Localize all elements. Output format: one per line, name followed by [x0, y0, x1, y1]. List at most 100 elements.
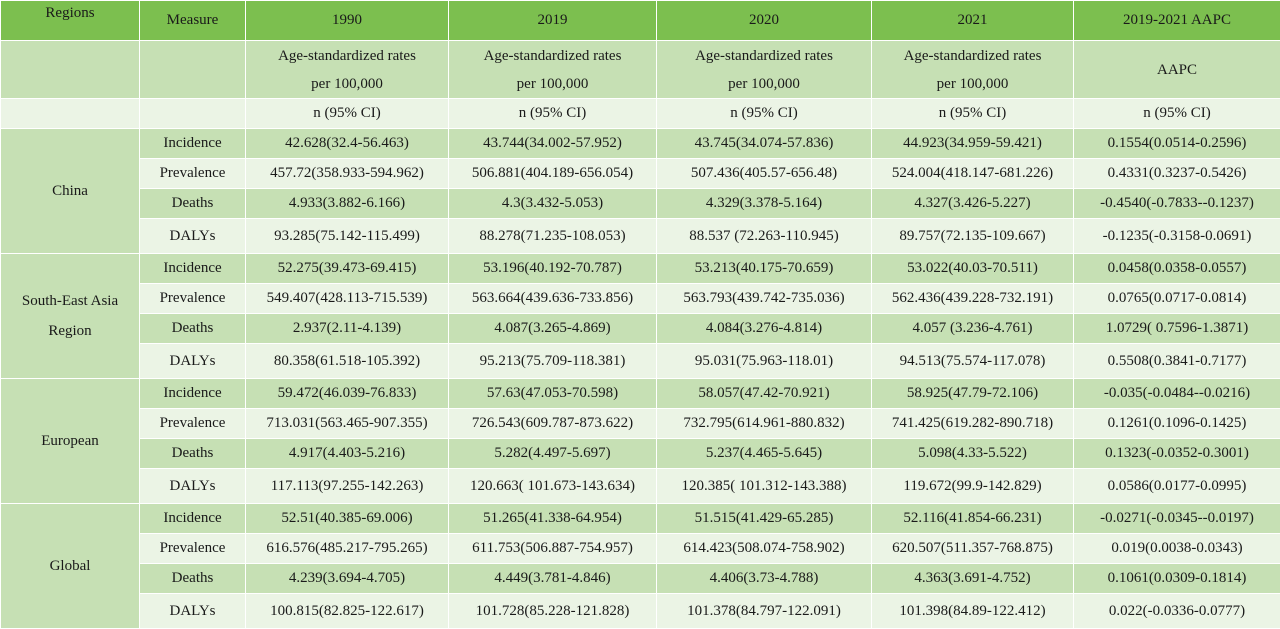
value-cell: 5.282(4.497-5.697)	[448, 438, 657, 469]
empty-cell	[0, 40, 140, 99]
value-cell: 51.265(41.338-64.954)	[448, 503, 657, 534]
value-cell: 4.406(3.73-4.788)	[656, 563, 872, 594]
value-cell: 120.663( 101.673-143.634)	[448, 468, 657, 504]
value-cell: 732.795(614.961-880.832)	[656, 408, 872, 439]
table-row: DALYs 100.815(82.825-122.617) 101.728(85…	[1, 593, 1280, 629]
measure-cell: Incidence	[139, 378, 246, 409]
header-row: Regions Measure 1990 2019 2020 2021 2019…	[0, 0, 1280, 41]
value-cell: 4.327(3.426-5.227)	[871, 188, 1074, 219]
header-year-1990: 1990	[245, 0, 449, 41]
ci-label: n (95% CI)	[245, 98, 449, 129]
value-cell: 4.239(3.694-4.705)	[245, 563, 449, 594]
value-cell: 0.0586(0.0177-0.0995)	[1073, 468, 1280, 504]
rate-label: Age-standardized rates per 100,000	[245, 40, 449, 99]
value-cell: 0.1554(0.0514-0.2596)	[1073, 128, 1280, 159]
measure-cell: Prevalence	[139, 533, 246, 564]
header-regions: Regions	[0, 0, 140, 41]
value-cell: 53.022(40.03-70.511)	[871, 253, 1074, 284]
value-cell: 59.472(46.039-76.833)	[245, 378, 449, 409]
value-cell: 741.425(619.282-890.718)	[871, 408, 1074, 439]
value-cell: 58.057(47.42-70.921)	[656, 378, 872, 409]
value-cell: 1.0729( 0.7596-1.3871)	[1073, 313, 1280, 344]
subheader-rate-row: Age-standardized rates per 100,000 Age-st…	[0, 40, 1280, 99]
table-row: China Incidence 42.628(32.4-56.463) 43.7…	[0, 128, 1280, 254]
table-row: Global Incidence 52.51(40.385-69.006) 51…	[0, 503, 1280, 629]
value-cell: 713.031(563.465-907.355)	[245, 408, 449, 439]
value-cell: 0.5508(0.3841-0.7177)	[1073, 343, 1280, 379]
value-cell: 52.51(40.385-69.006)	[245, 503, 449, 534]
value-cell: 5.098(4.33-5.522)	[871, 438, 1074, 469]
value-cell: 726.543(609.787-873.622)	[448, 408, 657, 439]
value-cell: 0.1323(-0.0352-0.3001)	[1073, 438, 1280, 469]
value-cell: 119.672(99.9-142.829)	[871, 468, 1074, 504]
table-row: European Incidence 59.472(46.039-76.833)…	[0, 378, 1280, 504]
region-label-south-east-asia: South-East Asia Region	[0, 253, 140, 379]
table-body: China Incidence 42.628(32.4-56.463) 43.7…	[0, 128, 1280, 629]
value-cell: 4.917(4.403-5.216)	[245, 438, 449, 469]
table-row: Prevalence 549.407(428.113-715.539) 563.…	[1, 283, 1280, 314]
value-cell: 4.449(3.781-4.846)	[448, 563, 657, 594]
value-cell: 0.1261(0.1096-0.1425)	[1073, 408, 1280, 439]
table-row: DALYs 80.358(61.518-105.392) 95.213(75.7…	[1, 343, 1280, 379]
measure-cell: Incidence	[139, 128, 246, 159]
rate-label: Age-standardized rates per 100,000	[871, 40, 1074, 99]
value-cell: 4.087(3.265-4.869)	[448, 313, 657, 344]
measure-cell: DALYs	[139, 218, 246, 254]
value-cell: 94.513(75.574-117.078)	[871, 343, 1074, 379]
header-aapc: 2019-2021 AAPC	[1073, 0, 1280, 41]
measure-cell: Prevalence	[139, 283, 246, 314]
region-label-european: European	[0, 378, 140, 504]
value-cell: -0.1235(-0.3158-0.0691)	[1073, 218, 1280, 254]
value-cell: 507.436(405.57-656.48)	[656, 158, 872, 189]
value-cell: 4.3(3.432-5.053)	[448, 188, 657, 219]
ci-label: n (95% CI)	[656, 98, 872, 129]
rate-label: Age-standardized rates per 100,000	[656, 40, 872, 99]
empty-cell	[0, 98, 140, 129]
region-label-global: Global	[0, 503, 140, 629]
value-cell: 80.358(61.518-105.392)	[245, 343, 449, 379]
subheader-ci-row: n (95% CI) n (95% CI) n (95% CI) n (95% …	[0, 98, 1280, 129]
value-cell: 95.031(75.963-118.01)	[656, 343, 872, 379]
value-cell: 616.576(485.217-795.265)	[245, 533, 449, 564]
measure-cell: Incidence	[139, 253, 246, 284]
value-cell: 53.213(40.175-70.659)	[656, 253, 872, 284]
measure-cell: DALYs	[139, 343, 246, 379]
value-cell: 95.213(75.709-118.381)	[448, 343, 657, 379]
value-cell: 549.407(428.113-715.539)	[245, 283, 449, 314]
value-cell: 101.378(84.797-122.091)	[656, 593, 872, 629]
measure-cell: DALYs	[139, 593, 246, 629]
ci-label: n (95% CI)	[871, 98, 1074, 129]
value-cell: 620.507(511.357-768.875)	[871, 533, 1074, 564]
value-cell: -0.4540(-0.7833--0.1237)	[1073, 188, 1280, 219]
measure-cell: Prevalence	[139, 408, 246, 439]
value-cell: 506.881(404.189-656.054)	[448, 158, 657, 189]
empty-cell	[139, 98, 246, 129]
value-cell: 43.744(34.002-57.952)	[448, 128, 657, 159]
table-row: Prevalence 457.72(358.933-594.962) 506.8…	[1, 158, 1280, 189]
table-row: Deaths 2.937(2.11-4.139) 4.087(3.265-4.8…	[1, 313, 1280, 344]
table-row: DALYs 93.285(75.142-115.499) 88.278(71.2…	[1, 218, 1280, 254]
value-cell: 4.933(3.882-6.166)	[245, 188, 449, 219]
value-cell: 88.278(71.235-108.053)	[448, 218, 657, 254]
value-cell: 524.004(418.147-681.226)	[871, 158, 1074, 189]
value-cell: 563.793(439.742-735.036)	[656, 283, 872, 314]
value-cell: 93.285(75.142-115.499)	[245, 218, 449, 254]
value-cell: 52.116(41.854-66.231)	[871, 503, 1074, 534]
table-row: South-East Asia Region Incidence 52.275(3…	[0, 253, 1280, 379]
value-cell: 100.815(82.825-122.617)	[245, 593, 449, 629]
value-cell: 0.1061(0.0309-0.1814)	[1073, 563, 1280, 594]
value-cell: 43.745(34.074-57.836)	[656, 128, 872, 159]
measure-cell: Deaths	[139, 313, 246, 344]
ci-label: n (95% CI)	[1073, 98, 1280, 129]
value-cell: 101.728(85.228-121.828)	[448, 593, 657, 629]
value-cell: 4.084(3.276-4.814)	[656, 313, 872, 344]
value-cell: 0.0765(0.0717-0.0814)	[1073, 283, 1280, 314]
empty-cell	[139, 40, 246, 99]
value-cell: 117.113(97.255-142.263)	[245, 468, 449, 504]
value-cell: 58.925(47.79-72.106)	[871, 378, 1074, 409]
table-row: DALYs 117.113(97.255-142.263) 120.663( 1…	[1, 468, 1280, 504]
measure-cell: Deaths	[139, 563, 246, 594]
value-cell: -0.035(-0.0484--0.0216)	[1073, 378, 1280, 409]
value-cell: 51.515(41.429-65.285)	[656, 503, 872, 534]
